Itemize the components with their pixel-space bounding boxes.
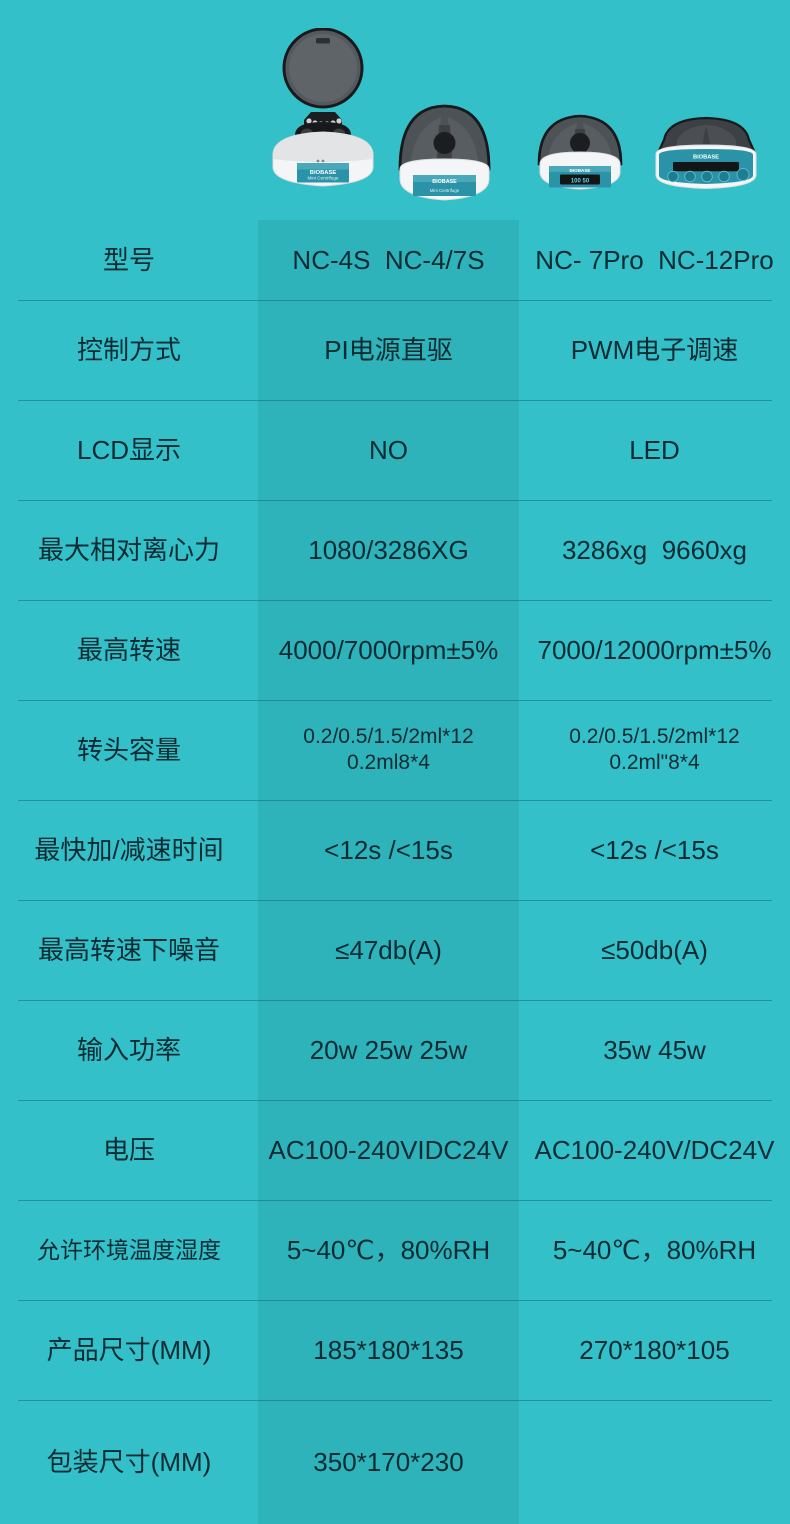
svg-text:Mini Centrifuge: Mini Centrifuge <box>308 176 339 181</box>
svg-text:BIOBASE: BIOBASE <box>570 168 591 173</box>
svg-text:BIOBASE: BIOBASE <box>432 179 457 185</box>
svg-text:100 50: 100 50 <box>571 178 590 184</box>
svg-text:Mini Centrifuge: Mini Centrifuge <box>430 188 460 193</box>
svg-text:BIOBASE: BIOBASE <box>693 155 719 161</box>
